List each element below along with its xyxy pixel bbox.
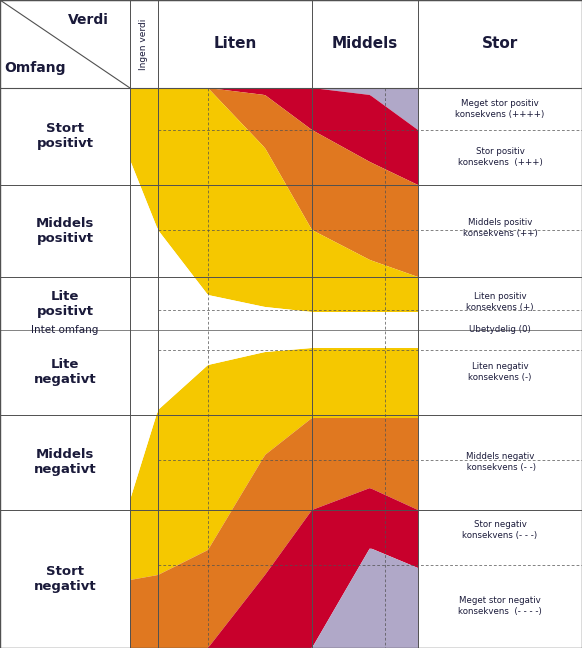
Text: Meget stor negativ
konsekvens  (- - - -): Meget stor negativ konsekvens (- - - -)	[458, 596, 542, 616]
Text: Ubetydelig (0): Ubetydelig (0)	[469, 325, 531, 334]
Polygon shape	[130, 348, 418, 580]
Polygon shape	[130, 160, 418, 500]
Text: Intet omfang: Intet omfang	[31, 325, 99, 335]
Text: Middels positiv
konsekvens (++): Middels positiv konsekvens (++)	[463, 218, 537, 238]
Text: Stor positiv
konsekvens  (+++): Stor positiv konsekvens (+++)	[457, 147, 542, 167]
Text: Middels
negativt: Middels negativt	[34, 448, 96, 476]
Text: Middels: Middels	[332, 36, 398, 51]
Text: Verdi: Verdi	[68, 13, 108, 27]
Text: Stort
positivt: Stort positivt	[37, 122, 94, 150]
Text: Lite
negativt: Lite negativt	[34, 358, 96, 386]
Text: Lite
positivt: Lite positivt	[37, 290, 94, 318]
Polygon shape	[130, 549, 418, 648]
Text: Middels negativ
 konsekvens (- -): Middels negativ konsekvens (- -)	[464, 452, 536, 472]
Text: Meget stor positiv
konsekvens (++++): Meget stor positiv konsekvens (++++)	[455, 99, 545, 119]
Text: Stor negativ
konsekvens (- - -): Stor negativ konsekvens (- - -)	[463, 520, 538, 540]
Text: Stort
negativt: Stort negativt	[34, 565, 96, 593]
Text: Liten: Liten	[214, 36, 257, 51]
Text: Ingen verdi: Ingen verdi	[140, 18, 148, 70]
Polygon shape	[130, 488, 418, 648]
Text: Omfang: Omfang	[4, 61, 66, 75]
Polygon shape	[130, 418, 418, 648]
Text: Stor: Stor	[482, 36, 518, 51]
Bar	[0, 0, 582, 88]
Text: Middels
positivt: Middels positivt	[36, 217, 94, 245]
Text: Liten negativ
konsekvens (-): Liten negativ konsekvens (-)	[469, 362, 532, 382]
Text: Liten positiv
konsekvens (+): Liten positiv konsekvens (+)	[466, 292, 534, 312]
Polygon shape	[130, 88, 418, 277]
Polygon shape	[130, 88, 418, 312]
Polygon shape	[130, 88, 418, 130]
Polygon shape	[130, 88, 418, 185]
